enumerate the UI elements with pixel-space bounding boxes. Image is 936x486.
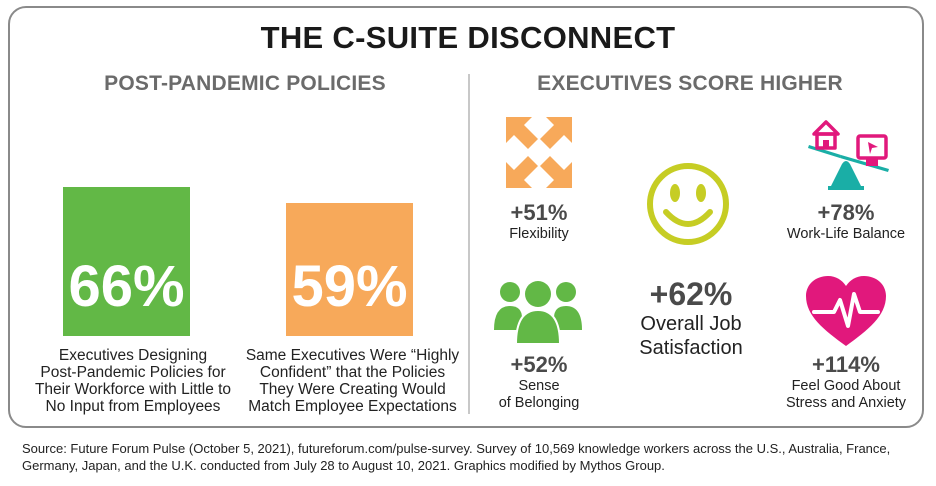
source-line: Source: Future Forum Pulse (October 5, 2… bbox=[22, 441, 891, 456]
section-divider bbox=[468, 74, 470, 414]
caption-line: Match Employee Expectations bbox=[248, 398, 457, 415]
metric-value: +114% bbox=[812, 352, 880, 377]
bar-caption-executives-no-input: Executives Designing Post-Pandemic Polic… bbox=[28, 347, 238, 415]
metric-label: Stress and Anxiety bbox=[785, 395, 907, 411]
source-note: Source: Future Forum Pulse (October 5, 2… bbox=[22, 440, 922, 474]
metric-work-life-balance: +78% Work-Life Balance bbox=[776, 200, 916, 243]
metric-label: of Belonging bbox=[498, 395, 580, 411]
metric-flexibility: +51% Flexibility bbox=[484, 200, 594, 243]
metric-label: Sense bbox=[518, 378, 560, 394]
metric-value: +51% bbox=[510, 200, 568, 225]
metric-label: Work-Life Balance bbox=[786, 226, 906, 242]
metric-value: +78% bbox=[817, 200, 875, 225]
group-people-icon bbox=[494, 281, 582, 345]
metric-label: Overall Job bbox=[640, 313, 742, 335]
bar-value-label: 66% bbox=[68, 253, 185, 319]
caption-line: Their Workforce with Little to bbox=[34, 381, 232, 398]
home-work-seesaw-icon bbox=[808, 120, 889, 190]
infographic-title: THE C-SUITE DISCONNECT bbox=[260, 20, 676, 55]
caption-line: No Input from Employees bbox=[45, 398, 221, 415]
heartbeat-icon bbox=[806, 276, 886, 346]
caption-line: Post-Pandemic Policies for bbox=[40, 364, 226, 381]
right-section-heading: EXECUTIVES SCORE HIGHER bbox=[537, 72, 843, 95]
expand-arrows-icon bbox=[506, 117, 572, 188]
caption-line: They Were Creating Would bbox=[259, 381, 446, 398]
metric-label: Flexibility bbox=[509, 226, 569, 242]
metric-sense-of-belonging: +52% Sense of Belonging bbox=[478, 352, 600, 412]
metric-value: +52% bbox=[510, 352, 568, 377]
source-line: Germany, Japan, and the U.K. conducted f… bbox=[22, 458, 665, 473]
bar-value-label: 59% bbox=[291, 253, 408, 319]
infographic-frame bbox=[8, 6, 924, 428]
caption-line: Same Executives Were “Highly bbox=[245, 347, 460, 364]
left-section-heading: POST-PANDEMIC POLICIES bbox=[104, 72, 386, 95]
smiley-face-icon bbox=[647, 163, 729, 245]
caption-line: Executives Designing bbox=[58, 347, 208, 364]
bar-caption-executives-confident: Same Executives Were “Highly Confident” … bbox=[240, 347, 465, 415]
bar-executives-confident: 59% bbox=[286, 202, 413, 336]
metric-value: +62% bbox=[649, 276, 733, 312]
metric-label: Feel Good About bbox=[791, 378, 901, 394]
metric-overall-job-satisfaction: +62% Overall Job Satisfaction bbox=[616, 276, 766, 360]
metric-label: Satisfaction bbox=[639, 337, 743, 359]
metric-stress-and-anxiety: +114% Feel Good About Stress and Anxiety bbox=[766, 352, 926, 412]
bar-executives-no-input: 66% bbox=[63, 186, 190, 336]
caption-line: Confident” that the Policies bbox=[259, 364, 446, 381]
